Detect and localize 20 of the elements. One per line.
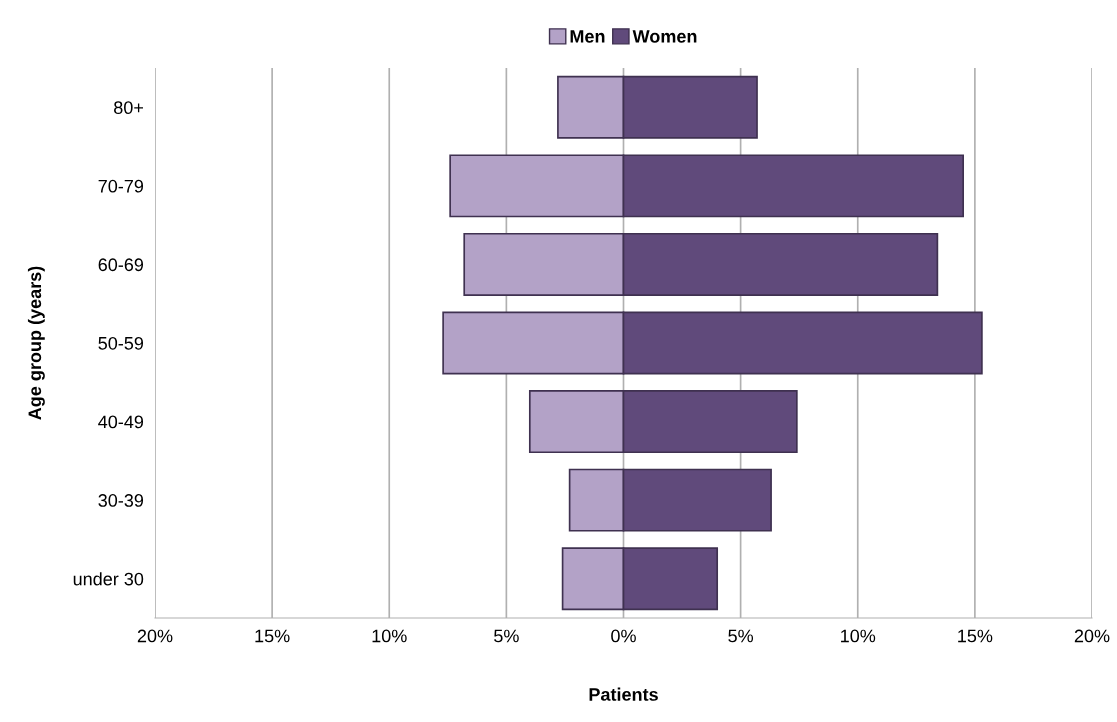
x-tick-label: 10% [841,629,876,643]
x-axis-title: Patients [589,687,658,701]
x-tick-label: 10% [372,629,407,643]
y-tick-label: 30-39 [98,494,144,507]
y-axis-title: Age group (years) [27,266,45,420]
y-tick-label: under 30 [73,572,144,586]
legend-label: Men [570,30,605,43]
y-tick-label: 60-69 [98,258,144,272]
y-tick-label: 70-79 [98,179,144,193]
x-tick-label: 20% [1074,629,1110,643]
x-tick-label: 15% [255,629,290,643]
y-tick-label: 40-49 [98,415,144,429]
x-tick-label: 5% [494,629,519,643]
legend-label: Women [632,30,697,43]
y-tick-label: 80+ [114,101,143,115]
x-tick-label: 20% [137,629,173,643]
x-tick-label: 5% [728,629,754,643]
x-tick-label: 15% [958,629,993,643]
x-tick-label: 0% [611,629,636,643]
y-tick-label: 50-59 [98,336,144,350]
